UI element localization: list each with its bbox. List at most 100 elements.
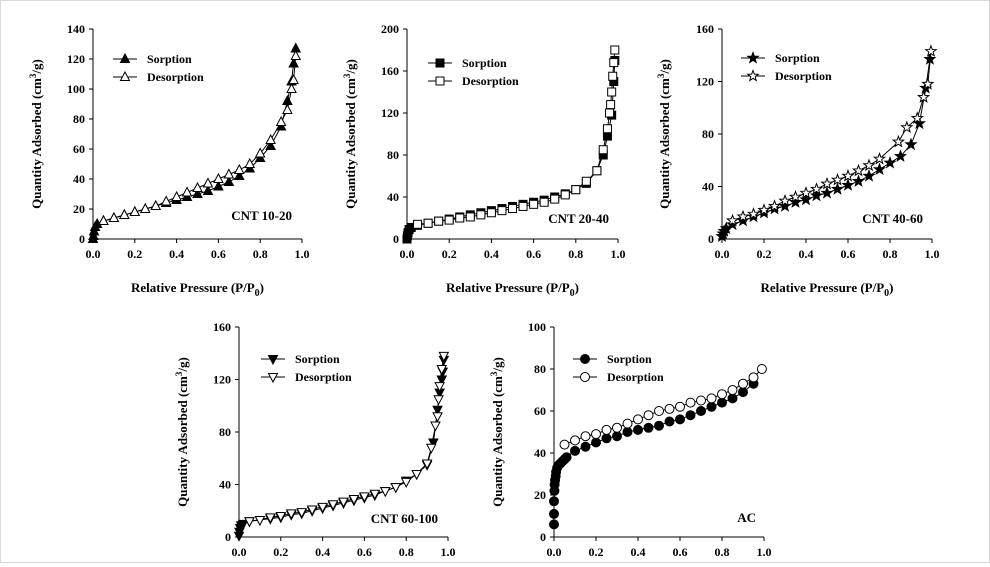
x-tick-label: 0.2 — [442, 247, 457, 261]
data-point-desorption — [778, 194, 792, 207]
data-point-desorption — [465, 212, 475, 222]
y-tick-label: 20 — [534, 488, 546, 502]
y-tick-label: 0 — [79, 232, 85, 246]
data-point-desorption — [602, 124, 612, 134]
data-point-sorption — [282, 94, 293, 105]
legend-label-desorption: Desorption — [462, 74, 519, 88]
legend-label-sorption: Sorption — [462, 56, 507, 70]
legend: Sorption Desorption — [261, 352, 352, 384]
series-sorption — [549, 378, 759, 530]
data-point-sorption — [664, 416, 675, 427]
data-point-desorption — [244, 157, 256, 168]
data-point-sorption — [622, 427, 633, 437]
data-point-desorption — [296, 508, 308, 519]
data-point-desorption — [444, 215, 454, 225]
x-tick-label: 0.8 — [253, 247, 268, 261]
y-tick-label: 0 — [393, 232, 399, 246]
data-point-sorption — [841, 178, 855, 191]
data-point-desorption — [455, 213, 465, 223]
x-tick-label: 0.0 — [232, 545, 247, 559]
data-point-desorption — [150, 199, 162, 210]
data-point-desorption — [254, 515, 266, 527]
data-point-desorption — [605, 108, 615, 118]
data-point-desorption — [608, 71, 618, 81]
x-axis-label: Relative Pressure (P/P0) — [131, 280, 264, 299]
data-point-desorption — [282, 103, 293, 114]
data-point-desorption — [727, 385, 738, 395]
y-tick-label: 160 — [696, 22, 714, 36]
data-point-sorption — [696, 406, 706, 416]
legend-label-sorption: Sorption — [775, 51, 820, 65]
data-point-sorption — [288, 57, 299, 68]
x-tick-label: 0.0 — [547, 545, 562, 559]
data-point-desorption — [788, 190, 803, 203]
y-tick-label: 120 — [696, 75, 714, 89]
data-point-desorption — [571, 185, 581, 195]
y-axis-label: Quantity Adsorbed (cm3/g) — [28, 59, 44, 209]
y-tick-label: 0 — [540, 530, 546, 544]
legend-marker-sorption — [435, 58, 445, 68]
data-point-desorption — [275, 115, 287, 126]
data-point-desorption — [423, 218, 433, 228]
data-point-desorption — [436, 365, 448, 376]
data-point-sorption — [213, 180, 224, 191]
x-axis-label: Relative Pressure (P/P0) — [760, 280, 893, 299]
data-point-sorption — [602, 131, 612, 141]
chart-panel-4: 0.0 0.2 0.4 0.6 0.8 1.0 0 40 80 120 160 Quantity Ad… — [174, 320, 456, 559]
data-point-desorption — [736, 209, 750, 223]
data-point-desorption — [434, 216, 444, 226]
legend: Sorption Desorption — [113, 52, 204, 84]
data-point-desorption — [438, 351, 450, 362]
y-tick-label: 100 — [67, 82, 85, 96]
data-point-desorption — [288, 73, 299, 84]
legend-label-desorption: Desorption — [775, 69, 832, 83]
data-point-desorption — [286, 82, 297, 93]
x-tick-label: 0.0 — [715, 247, 730, 261]
data-point-sorption — [675, 414, 685, 425]
data-point-desorption — [434, 382, 445, 393]
series-line-desorption — [732, 51, 932, 222]
y-axis-label: Quantity Adsorbed (cm3/g) — [174, 357, 190, 507]
legend-marker-desorption — [435, 76, 445, 86]
data-point-desorption — [432, 412, 443, 423]
y-tick-label: 40 — [387, 190, 399, 204]
series-desorption — [559, 364, 767, 450]
data-point-sorption — [736, 213, 750, 227]
legend-marker-sorption — [119, 52, 131, 63]
series-desorption — [413, 45, 620, 229]
data-point-desorption — [841, 169, 855, 182]
legend-marker-sorption — [746, 51, 760, 64]
chart-panel-5: 0.0 0.2 0.4 0.6 0.8 1.0 0 20 40 60 80 100 Quantity A… — [489, 320, 772, 559]
data-point-desorption — [910, 111, 924, 124]
data-point-sorption — [265, 139, 276, 150]
data-point-desorption — [379, 487, 391, 498]
data-point-desorption — [338, 497, 349, 508]
data-point-desorption — [348, 494, 360, 506]
y-axis-label: Quantity Adsorbed (cm3/g) — [489, 357, 505, 507]
y-axis-label: Quantity Adsorbed (cm3/g) — [656, 59, 672, 209]
x-tick-label: 0.4 — [631, 545, 646, 559]
data-point-desorption — [830, 173, 845, 186]
data-point-sorption — [706, 401, 717, 412]
data-point-desorption — [601, 424, 612, 435]
data-point-desorption — [98, 214, 109, 225]
x-tick-label: 0.4 — [484, 247, 499, 261]
y-tick-label: 120 — [381, 106, 399, 120]
y-tick-label: 80 — [534, 362, 546, 376]
data-point-desorption — [609, 58, 619, 68]
data-point-sorption — [561, 452, 572, 463]
data-point-sorption — [549, 496, 559, 507]
data-point-desorption — [476, 210, 486, 220]
data-point-desorption — [725, 213, 740, 227]
panel-label: CNT 40-60 — [862, 211, 923, 226]
data-point-sorption — [862, 169, 876, 182]
data-point-sorption — [570, 445, 580, 456]
data-point-sorption — [788, 195, 803, 208]
data-point-sorption — [904, 137, 918, 151]
data-point-desorption — [192, 181, 203, 192]
data-point-desorption — [369, 489, 381, 500]
data-point-desorption — [560, 190, 570, 200]
data-point-sorption — [612, 431, 622, 442]
x-tick-label: 1.0 — [611, 247, 626, 261]
data-point-desorption — [757, 203, 771, 216]
